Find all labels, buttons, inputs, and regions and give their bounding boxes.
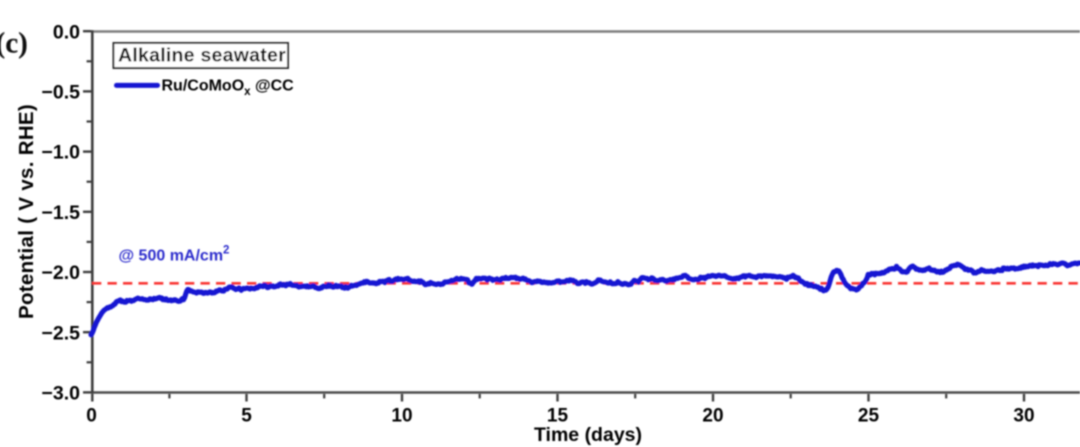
- svg-text:15: 15: [547, 405, 569, 426]
- svg-text:@ 500 mA/cm2: @ 500 mA/cm2: [119, 245, 230, 265]
- svg-text:−1.5: −1.5: [42, 202, 81, 224]
- svg-text:0.0: 0.0: [53, 21, 80, 43]
- svg-text:−2.0: −2.0: [42, 262, 81, 284]
- svg-text:30: 30: [1013, 405, 1034, 426]
- svg-text:20: 20: [702, 405, 723, 426]
- svg-text:−0.5: −0.5: [42, 82, 81, 104]
- svg-text:25: 25: [858, 405, 880, 426]
- svg-text:0: 0: [86, 405, 97, 426]
- svg-text:Time (days): Time (days): [534, 424, 642, 446]
- svg-text:−1.0: −1.0: [42, 142, 81, 164]
- svg-text:−2.5: −2.5: [42, 322, 81, 344]
- svg-text:Alkaline seawater: Alkaline seawater: [118, 45, 286, 67]
- svg-text:5: 5: [241, 405, 252, 426]
- svg-text:Ru/CoMoOx @CC: Ru/CoMoOx @CC: [162, 77, 295, 98]
- svg-text:10: 10: [391, 405, 412, 426]
- svg-text:(c): (c): [0, 28, 28, 60]
- svg-text:Potential ( V vs. RHE): Potential ( V vs. RHE): [15, 104, 38, 319]
- svg-text:−3.0: −3.0: [42, 383, 81, 405]
